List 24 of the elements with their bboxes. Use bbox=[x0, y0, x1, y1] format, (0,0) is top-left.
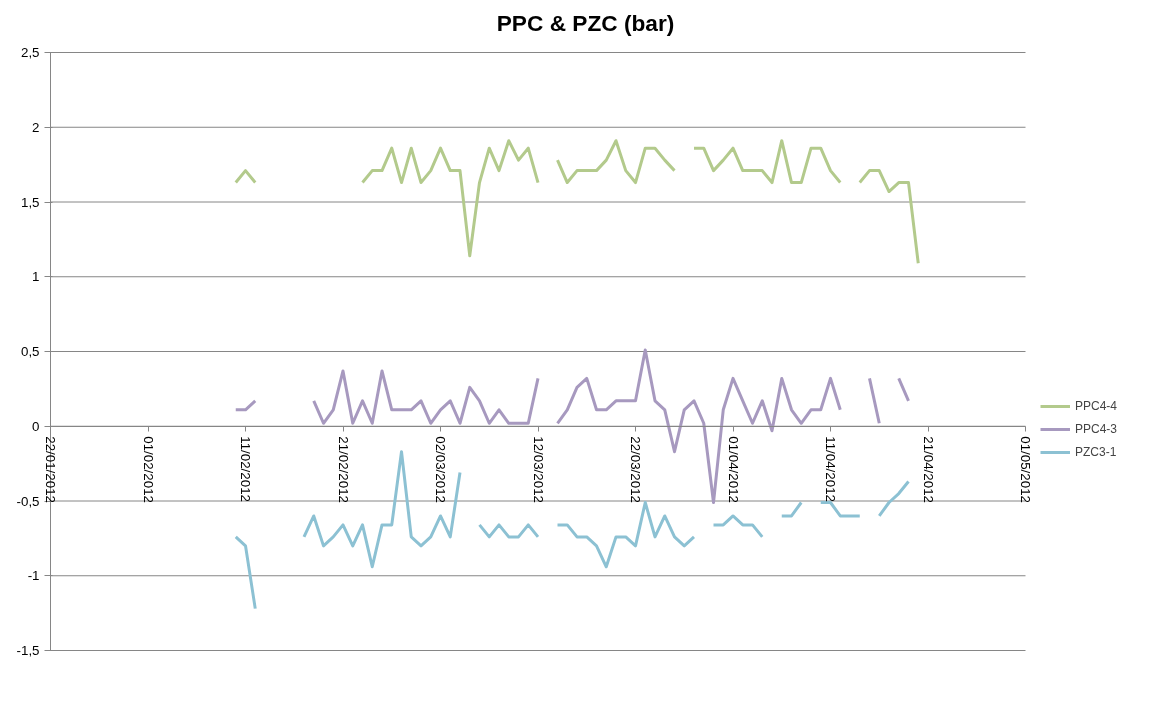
y-tick-label: 0 bbox=[32, 418, 40, 434]
x-tick-label: 11/02/2012 bbox=[238, 436, 253, 502]
x-tick-label: 21/02/2012 bbox=[335, 436, 351, 503]
x-tick-label: 01/04/2012 bbox=[725, 436, 741, 503]
legend-label: PPC4-4 bbox=[1075, 399, 1118, 413]
x-tick-label: 01/02/2012 bbox=[140, 436, 156, 503]
legend-label: PZC3-1 bbox=[1075, 445, 1117, 459]
x-tick-label: 22/01/2012 bbox=[43, 436, 58, 503]
y-tick-label: -0,5 bbox=[16, 493, 40, 509]
y-tick-label: 2 bbox=[32, 119, 40, 135]
y-tick-label: 2,5 bbox=[20, 45, 40, 60]
chart-title: PPC & PZC (bar) bbox=[496, 9, 675, 36]
y-tick-label: -1,5 bbox=[16, 643, 40, 658]
x-tick-label: 12/03/2012 bbox=[530, 436, 546, 503]
y-tick-label: 1 bbox=[32, 269, 40, 285]
y-tick-label: 0,5 bbox=[20, 344, 40, 359]
x-tick-label: 11/04/2012 bbox=[823, 436, 838, 502]
x-tick-label: 21/04/2012 bbox=[920, 436, 936, 503]
x-tick-label: 22/03/2012 bbox=[628, 436, 643, 503]
y-tick-label: -1 bbox=[27, 568, 40, 584]
x-tick-label: 01/05/2012 bbox=[1018, 436, 1033, 503]
y-tick-label: 1,5 bbox=[20, 194, 40, 210]
x-tick-label: 02/03/2012 bbox=[433, 436, 448, 503]
legend-label: PPC4-3 bbox=[1075, 422, 1118, 436]
